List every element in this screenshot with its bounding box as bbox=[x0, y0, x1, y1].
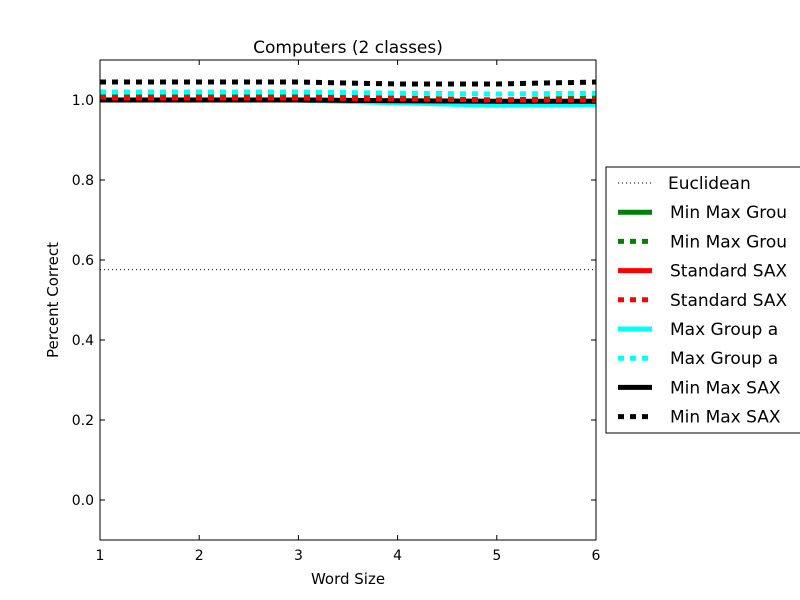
x-axis-label: Word Size bbox=[311, 570, 385, 588]
legend-label-7: Min Max SAX bbox=[670, 378, 781, 398]
x-tick-label: 4 bbox=[393, 548, 402, 564]
legend-label-2: Min Max Grou bbox=[670, 232, 787, 252]
y-tick-label: 0.6 bbox=[72, 253, 94, 269]
legend-label-3: Standard SAX bbox=[670, 262, 787, 282]
legend-label-6: Max Group a bbox=[670, 349, 778, 369]
y-tick-label: 1.0 bbox=[72, 93, 94, 109]
legend-entries: Euclidean Min Max Grou Min Max Grou Standar… bbox=[618, 174, 787, 428]
legend-label-5: Max Group a bbox=[670, 320, 778, 340]
legend-label-0: Euclidean bbox=[668, 174, 751, 194]
series-line-4 bbox=[100, 95, 596, 103]
legend-label-1: Min Max Grou bbox=[670, 203, 787, 223]
legend: Euclidean Min Max Grou Min Max Grou Standar… bbox=[605, 166, 800, 434]
y-axis-label: Percent Correct bbox=[44, 242, 62, 358]
series-layer bbox=[100, 79, 596, 271]
series-line-6 bbox=[100, 89, 596, 97]
legend-label-8: Min Max SAX bbox=[670, 408, 781, 428]
y-ticks: 0.0 0.2 0.4 0.6 0.8 1.0 bbox=[72, 93, 596, 509]
x-tick-label: 3 bbox=[294, 548, 303, 564]
x-tick-label: 1 bbox=[96, 548, 105, 564]
legend-label-4: Standard SAX bbox=[670, 291, 787, 311]
series-line-8 bbox=[100, 79, 596, 87]
y-tick-label: 0.4 bbox=[72, 333, 94, 349]
x-tick-label: 6 bbox=[592, 548, 601, 564]
x-tick-label: 2 bbox=[195, 548, 204, 564]
y-tick-label: 0.0 bbox=[72, 493, 94, 509]
chart-title: Computers (2 classes) bbox=[253, 38, 443, 58]
plot-area-frame bbox=[99, 59, 597, 541]
y-tick-label: 0.2 bbox=[72, 413, 94, 429]
x-tick-label: 5 bbox=[492, 548, 501, 564]
x-ticks: 1 2 3 4 5 6 bbox=[96, 60, 601, 564]
y-tick-label: 0.8 bbox=[72, 173, 94, 189]
